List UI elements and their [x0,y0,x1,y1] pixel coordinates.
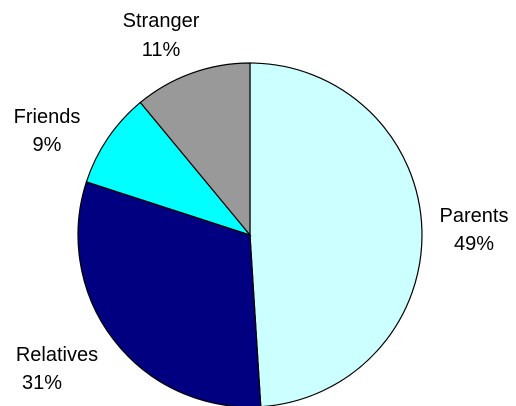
slice-label-friends: Friends [14,106,81,128]
slice-percent-parents: 49% [454,233,494,255]
slice-percent-friends: 9% [33,134,62,156]
pie-slice-stranger [139,62,251,237]
slice-label-relatives: Relatives [16,344,98,366]
slice-percent-relatives: 31% [22,372,62,394]
pie-slice-friends [85,101,252,237]
slice-percent-stranger: 11% [142,39,181,61]
slice-label-parents: Parents [440,205,509,227]
pie-slice-relatives [77,181,262,406]
pie-slices [77,62,423,406]
pie-labels: Parents 49% Relatives 31% Friends 9% Str… [14,10,509,394]
pie-slice-parents [249,62,423,406]
slice-label-stranger: Stranger [123,10,200,32]
